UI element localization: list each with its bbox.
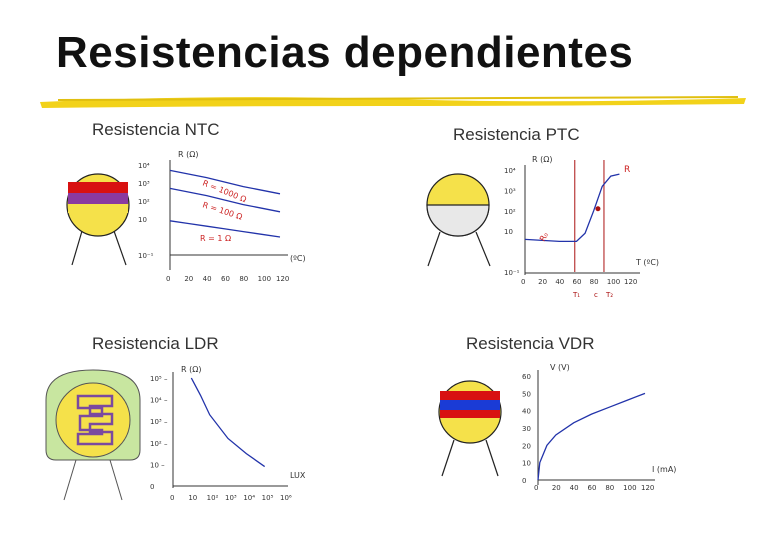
ptc-series-line [524, 173, 620, 243]
ntc-x-tick: 40 [203, 275, 212, 283]
ldr-x-tick: 10⁴ [243, 494, 255, 502]
ptc-title: Resistencia PTC [453, 125, 580, 144]
ntc-x-tick: 0 [166, 275, 170, 283]
vdr-x-tick: 40 [570, 484, 579, 492]
ldr-xlabel: LUX [290, 471, 306, 480]
ldr-y-tick: 10³ – [150, 418, 168, 426]
vdr-varistor-icon [438, 380, 502, 477]
ldr-chart: 10⁵ – 10⁴ – 10³ – 10² – 10 – 0 0 10 10² 10³ 10⁴ 10⁵… [150, 375, 292, 502]
ldr-y-tick: 10⁵ – [150, 375, 168, 383]
vdr-x-tick: 60 [588, 484, 597, 492]
ntc-x-tick: 60 [221, 275, 230, 283]
ldr-ylabel: R (Ω) [181, 365, 201, 374]
ptc-marker-label: T₂ [605, 291, 613, 299]
vdr-x-tick: 120 [641, 484, 654, 492]
ldr-x-tick: 0 [170, 494, 174, 502]
ptc-marker-label: c [594, 291, 598, 299]
ldr-photoresistor-icon [45, 369, 141, 501]
ldr-series-line [190, 377, 266, 468]
ntc-series-line [169, 187, 281, 213]
vdr-x-tick: 80 [605, 484, 614, 492]
ptc-y-tick: 10⁴ [504, 167, 516, 175]
ntc-title: Resistencia NTC [92, 120, 220, 139]
ldr-x-tick: 10² [207, 494, 219, 502]
title-underline [40, 96, 746, 108]
ldr-panel: 10⁵ – 10⁴ – 10³ – 10² – 10 – 0 0 10 10² 10³ 10⁴ 10⁵… [45, 365, 306, 502]
vdr-x-tick: 20 [552, 484, 561, 492]
ptc-xlabel: T (ºC) [635, 258, 659, 267]
vdr-y-tick: 20 [522, 442, 531, 450]
ptc-y-tick: 10³ [504, 187, 516, 195]
ptc-x-tick: 20 [538, 278, 547, 286]
ptc-x-tick: 40 [555, 278, 564, 286]
ntc-x-tick: 120 [276, 275, 289, 283]
vdr-y-tick: 0 [522, 477, 526, 485]
ldr-y-tick: 0 [150, 483, 154, 491]
ptc-y-tick: 10⁻¹ [504, 269, 520, 277]
ptc-x-tick: 120 [624, 278, 637, 286]
vdr-y-tick: 10 [522, 460, 531, 468]
ntc-y-tick: 10⁴ [138, 162, 150, 170]
ptc-x-tick: 80 [590, 278, 599, 286]
ptc-y-tick: 10² [504, 208, 516, 216]
ntc-series-line [169, 220, 281, 238]
ptc-panel: 10⁴ 10³ 10² 10 10⁻¹0 20 40 60 80 100 120 T₁ c T₂ R R₀ R… [426, 155, 659, 299]
ntc-xlabel: (ºC) [290, 254, 306, 263]
ntc-x-tick: 80 [239, 275, 248, 283]
ptc-curve-label-r: R [624, 165, 630, 175]
ptc-x-tick: 100 [607, 278, 620, 286]
ldr-x-tick: 10⁶ [280, 494, 292, 502]
vdr-y-tick: 60 [522, 373, 531, 381]
vdr-x-tick: 100 [623, 484, 636, 492]
ptc-curie-point [595, 206, 601, 212]
ntc-series-line [169, 169, 281, 195]
ptc-y-tick: 10 [504, 228, 513, 236]
ldr-y-tick: 10⁴ – [150, 397, 168, 405]
vdr-title: Resistencia VDR [466, 334, 595, 353]
ntc-y-tick: 10⁻¹ [138, 252, 154, 260]
ldr-x-tick: 10⁵ [262, 494, 274, 502]
vdr-series-line [537, 392, 646, 481]
ntc-x-tick: 100 [258, 275, 271, 283]
ntc-resistor-icon [66, 173, 130, 266]
ntc-y-tick: 10³ [138, 180, 150, 188]
vdr-x-tick: 0 [534, 484, 538, 492]
ptc-chart: 10⁴ 10³ 10² 10 10⁻¹0 20 40 60 80 100 120 T₁ c T₂ R R₀ [504, 160, 637, 299]
ntc-x-tick: 20 [184, 275, 193, 283]
ldr-title: Resistencia LDR [92, 334, 219, 353]
slide-title: Resistencias dependientes [56, 28, 634, 77]
ntc-y-tick: 10 [138, 216, 147, 224]
ldr-x-tick: 10 [188, 494, 197, 502]
ntc-y-tick: 10² [138, 198, 150, 206]
ptc-x-tick: 60 [573, 278, 582, 286]
ptc-ylabel: R (Ω) [532, 155, 552, 164]
ntc-curve-label: R = 1 Ω [200, 234, 231, 243]
vdr-y-tick: 50 [522, 390, 531, 398]
vdr-ylabel: V (V) [550, 363, 570, 372]
vdr-xlabel: I (mA) [652, 465, 676, 474]
ptc-resistor-icon [426, 173, 491, 267]
vdr-y-tick: 30 [522, 425, 531, 433]
ntc-ylabel: R (Ω) [178, 150, 198, 159]
ldr-y-tick: 10 – [150, 461, 165, 469]
vdr-y-tick: 40 [522, 408, 531, 416]
ptc-x-tick: 0 [521, 278, 525, 286]
ptc-marker-label: T₁ [572, 291, 580, 299]
ptc-curve-label-r0: R₀ [538, 231, 550, 243]
ldr-x-tick: 10³ [225, 494, 237, 502]
ldr-y-tick: 10² – [150, 440, 168, 448]
